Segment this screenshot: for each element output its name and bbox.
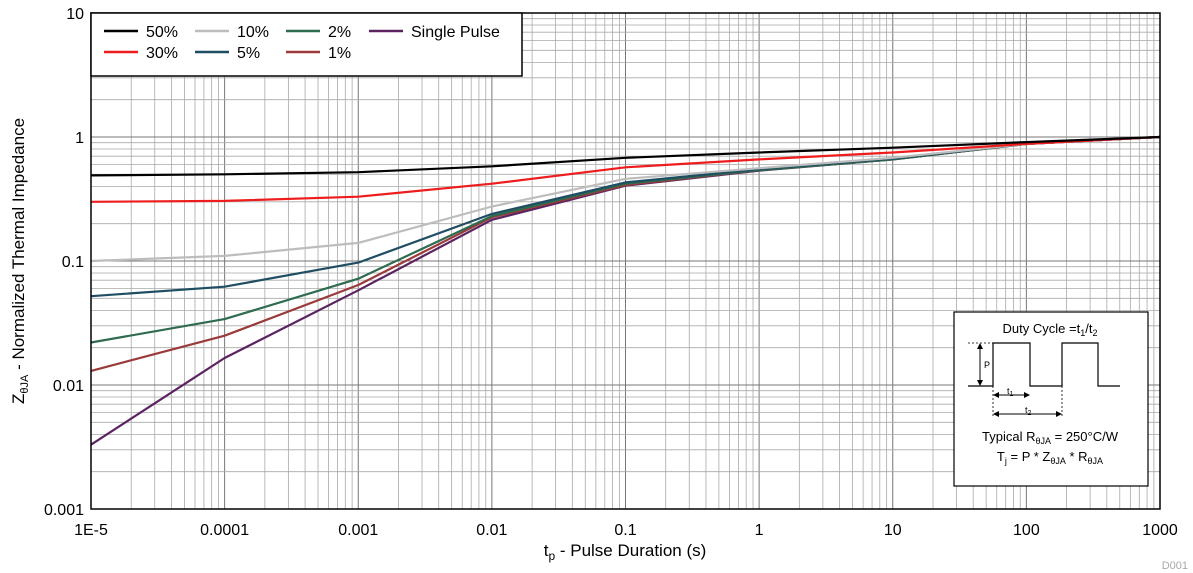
y-tick-labels: 0.001 0.01 0.1 1 10 (44, 6, 84, 519)
x-tick-label: 0.01 (476, 522, 507, 539)
p-arrow-up (977, 343, 983, 349)
legend: 50% 10% 2% Single Pulse 30% 5% 1% (90, 12, 523, 77)
x-axis-label-main: t (544, 541, 549, 560)
legend-label-1-: 1% (328, 45, 351, 62)
y-tick-label: 10 (66, 6, 84, 23)
t1-label-sub: 1 (1010, 391, 1014, 398)
inset-line1: Typical RθJA = 250°C/W (982, 429, 1119, 446)
t1-arrow-right (1024, 392, 1030, 398)
series-line-50- (90, 135, 1161, 177)
y-axis-label-sub: θJA (19, 374, 31, 394)
inset-title-sub1: 1 (1080, 328, 1085, 338)
plot-frame (90, 12, 1161, 510)
x-tick-label: 1000 (1142, 522, 1178, 539)
inset-line2-b-sub: θJA (1050, 456, 1066, 466)
inset-line2: Tj = P * ZθJA * RθJA (997, 449, 1103, 466)
x-tick-label: 0.1 (614, 522, 636, 539)
legend-label-10-: 10% (237, 24, 269, 41)
legend-label-single-pulse: Single Pulse (411, 24, 500, 41)
x-tick-label: 0.001 (338, 522, 378, 539)
series-lines (90, 135, 1161, 446)
y-axis-label-rest: - Normalized Thermal Impedance (9, 118, 28, 375)
duty-cycle-inset: Duty Cycle =t1/t2 P t1 t2 Typical RθJA =… (953, 311, 1149, 487)
p-label: P (984, 360, 990, 370)
inset-line1-pre: Typical R (982, 429, 1035, 444)
inset-title-mid: /t (1085, 321, 1093, 336)
x-tick-label: 1 (755, 522, 764, 539)
inset-box (953, 311, 1149, 487)
x-tick-label: 1E-5 (74, 522, 108, 539)
x-tick-label: 10 (884, 522, 902, 539)
y-tick-label: 1 (75, 130, 84, 147)
y-tick-label: 0.01 (53, 378, 84, 395)
x-axis-label-sub: p (548, 549, 555, 563)
x-tick-label: 0.0001 (200, 522, 249, 539)
y-axis-label: ZθJA - Normalized Thermal Impedance (9, 118, 31, 404)
legend-label-2-: 2% (328, 24, 351, 41)
inset-line1-sub: θJA (1035, 436, 1051, 446)
inset-title: Duty Cycle =t1/t2 (1003, 321, 1098, 338)
legend-label-30-: 30% (146, 45, 178, 62)
watermark: D001 (1162, 560, 1188, 572)
legend-label-50-: 50% (146, 24, 178, 41)
series-line-30- (90, 135, 1161, 203)
y-tick-label: 0.001 (44, 502, 84, 519)
inset-line2-c-sub: θJA (1088, 456, 1104, 466)
inset-line2-a-sub: j (1004, 456, 1007, 466)
t1-label: t1 (1007, 386, 1014, 398)
y-tick-label: 0.1 (62, 254, 84, 271)
t2-arrow-left (993, 411, 999, 417)
legend-items: 50% 10% 2% Single Pulse 30% 5% 1% (104, 24, 500, 62)
x-axis-label: tp - Pulse Duration (s) (544, 541, 707, 563)
p-arrow-down (977, 380, 983, 386)
legend-box (90, 12, 523, 77)
t1-label-main: t (1007, 386, 1010, 396)
y-axis-label-main: Z (9, 394, 28, 404)
series-line-10- (90, 135, 1161, 263)
t2-label-sub: 2 (1028, 410, 1032, 417)
inset-line2-a: T (997, 449, 1005, 464)
inset-line2-b: = P * Z (1007, 449, 1051, 464)
t1-arrow-left (993, 392, 999, 398)
inset-line1-post: = 250°C/W (1051, 429, 1119, 444)
inset-title-sub2: 2 (1092, 328, 1097, 338)
x-axis-label-rest: - Pulse Duration (s) (555, 541, 706, 560)
t2-label: t2 (1025, 405, 1032, 417)
t2-label-main: t (1025, 405, 1028, 415)
t2-arrow-right (1056, 411, 1062, 417)
inset-line2-c: * R (1066, 449, 1088, 464)
pulse-waveform (968, 342, 1120, 387)
grid-lines (91, 13, 1160, 509)
x-tick-labels: 1E-5 0.0001 0.001 0.01 0.1 1 10 100 1000 (74, 522, 1178, 539)
legend-label-5-: 5% (237, 45, 260, 62)
x-tick-label: 100 (1013, 522, 1040, 539)
inset-title-text: Duty Cycle =t (1003, 321, 1081, 336)
